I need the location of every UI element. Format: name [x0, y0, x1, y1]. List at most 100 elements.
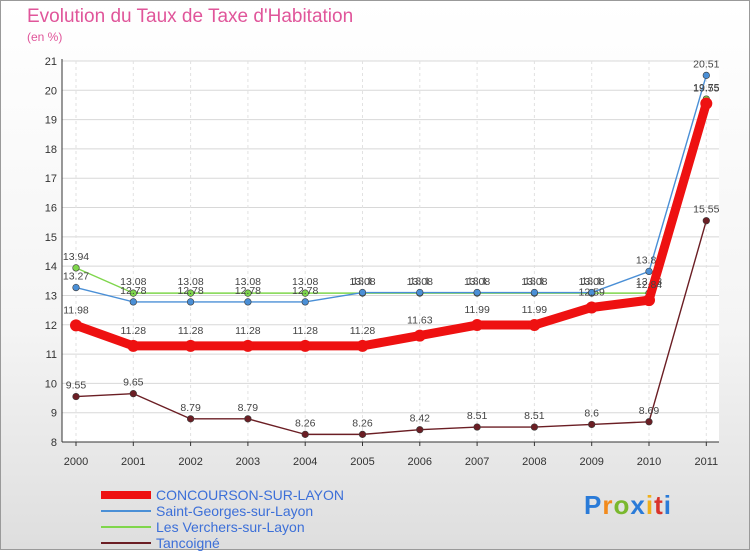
data-label: 11.28 [178, 325, 204, 337]
series-line [75, 74, 707, 303]
data-label: 8.79 [238, 402, 259, 414]
data-point [187, 415, 195, 423]
y-tick-label: 18 [45, 144, 57, 156]
data-point [184, 339, 197, 352]
data-point [244, 289, 252, 297]
data-point [301, 430, 309, 438]
data-label: 8.42 [410, 413, 431, 425]
x-tick-label: 2008 [522, 456, 546, 468]
data-label: 13.08 [292, 276, 318, 288]
logo-letter: x [630, 490, 646, 520]
data-label: 9.55 [66, 380, 87, 392]
data-label: 13.08 [235, 276, 261, 288]
x-tick-label: 2000 [64, 456, 88, 468]
data-label: 12.84 [636, 279, 662, 291]
x-tick-label: 2010 [637, 456, 661, 468]
data-point [301, 289, 309, 297]
legend-swatch [101, 491, 151, 499]
x-tick-label: 2003 [236, 456, 260, 468]
data-point [129, 298, 137, 306]
data-point [356, 339, 369, 352]
series-line [75, 220, 707, 436]
data-point [473, 423, 481, 431]
data-label: 8.79 [180, 402, 201, 414]
series-line [71, 98, 711, 351]
data-label: 20.51 [693, 58, 719, 70]
data-point [301, 298, 309, 306]
data-label: 12.78 [120, 285, 146, 297]
x-tick-label: 2005 [350, 456, 374, 468]
data-point [241, 339, 254, 352]
data-label: 11.98 [63, 304, 89, 316]
y-tick-label: 19 [45, 115, 57, 127]
unit-label: (en %) [27, 30, 63, 44]
data-label: 8.51 [467, 410, 488, 422]
data-point [643, 294, 655, 307]
logo-letter: i [645, 490, 655, 520]
data-label: 19.55 [693, 82, 719, 94]
data-point [530, 288, 539, 297]
data-label: 13.1 [581, 276, 602, 288]
data-point [244, 415, 252, 423]
y-tick-label: 12 [45, 320, 57, 332]
data-point [702, 71, 710, 79]
data-point [129, 390, 137, 398]
data-point [127, 339, 140, 352]
plot-area [62, 61, 719, 442]
data-label: 11.28 [350, 325, 376, 337]
data-point [70, 319, 82, 332]
chart-title: Evolution du Taux de Taxe d'Habitation [27, 6, 354, 27]
data-point [588, 288, 596, 297]
data-point [645, 418, 653, 426]
data-label: 12.78 [177, 285, 203, 297]
data-label: 13.08 [349, 276, 375, 288]
data-point [471, 319, 484, 332]
data-label: 11.28 [121, 325, 147, 337]
data-label: 8.26 [352, 417, 373, 429]
y-tick-label: 15 [45, 232, 57, 244]
data-point [187, 289, 195, 297]
data-point [358, 288, 367, 297]
data-label: 13.08 [579, 276, 605, 288]
data-label: 11.99 [522, 304, 548, 316]
y-tick-label: 14 [45, 261, 57, 273]
legend-swatch [101, 542, 151, 544]
data-label: 12.78 [292, 285, 318, 297]
data-point [129, 289, 137, 297]
logo-letter: i [663, 490, 672, 520]
y-tick-label: 11 [46, 349, 57, 361]
data-label: 13.08 [464, 276, 490, 288]
data-point [72, 392, 80, 401]
data-label: 8.6 [584, 407, 599, 419]
data-point [358, 430, 367, 438]
data-point [72, 283, 80, 292]
legend-label: Les Verchers-sur-Layon [156, 519, 305, 535]
data-point [588, 420, 596, 429]
data-point [645, 267, 653, 276]
proxiti-logo: Proxiti [584, 490, 672, 521]
x-tick-label: 2011 [694, 456, 718, 468]
x-tick-label: 2001 [121, 456, 145, 468]
data-label: 12.59 [579, 286, 605, 298]
data-label: 11.28 [292, 325, 318, 337]
legend-swatch [101, 526, 151, 528]
legend-label: Saint-Georges-sur-Layon [156, 503, 314, 519]
data-label: 13.08 [407, 276, 433, 288]
x-tick-label: 2006 [408, 456, 432, 468]
x-tick-label: 2007 [465, 456, 489, 468]
data-label: 13.1 [524, 276, 545, 288]
data-label: 19.75 [693, 82, 719, 94]
y-tick-label: 17 [45, 173, 57, 185]
y-tick-label: 9 [51, 408, 57, 420]
data-label: 8.69 [639, 405, 660, 417]
data-label: 13.08 [177, 276, 203, 288]
y-tick-label: 20 [45, 85, 57, 97]
data-point [416, 288, 424, 297]
data-label: 13.1 [352, 276, 373, 288]
data-point [299, 339, 312, 352]
x-tick-label: 2002 [178, 456, 202, 468]
data-point [702, 217, 710, 225]
logo-letter: o [613, 490, 631, 520]
